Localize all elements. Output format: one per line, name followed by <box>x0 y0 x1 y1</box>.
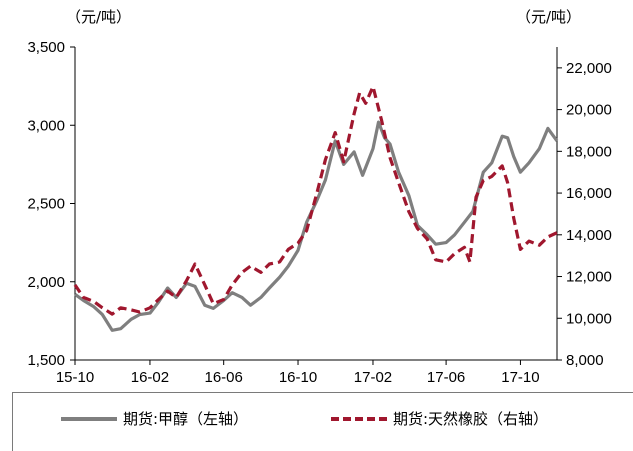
x-tick-label-1: 16-02 <box>131 369 169 386</box>
left-tick-label-2: 2,500 <box>27 196 65 213</box>
left-axis-unit: （元/吨） <box>66 8 132 26</box>
right-tick-label-6: 20,000 <box>566 102 612 119</box>
x-tick-label-3: 16-10 <box>279 369 317 386</box>
x-tick-label-2: 16-06 <box>204 369 242 386</box>
right-tick-label-1: 10,000 <box>566 310 612 327</box>
legend: 期货:甲醇（左轴） 期货:天然橡胶（右轴） <box>12 392 633 451</box>
x-tick-label-5: 17-06 <box>427 369 465 386</box>
series-line-rubber <box>73 85 558 316</box>
series-line-methanol <box>74 120 559 332</box>
x-tick-label-6: 17-10 <box>501 369 539 386</box>
right-tick-label-5: 18,000 <box>566 143 612 160</box>
legend-swatch-rubber <box>331 416 387 421</box>
right-tick-label-3: 14,000 <box>566 227 612 244</box>
right-tick-label-2: 12,000 <box>566 269 612 286</box>
left-tick-label-3: 3,000 <box>27 117 65 134</box>
left-tick-label-1: 2,000 <box>27 274 65 291</box>
right-tick-label-0: 8,000 <box>566 352 604 369</box>
x-tick-label-0: 15-10 <box>56 369 94 386</box>
legend-label-methanol: 期货:甲醇（左轴） <box>123 410 249 428</box>
right-tick-label-7: 22,000 <box>566 60 612 77</box>
left-tick-label-4: 3,500 <box>27 39 65 56</box>
legend-item-methanol: 期货:甲醇（左轴） <box>61 408 248 429</box>
legend-swatch-methanol <box>61 416 117 421</box>
left-tick-label-0: 1,500 <box>27 352 65 369</box>
legend-label-rubber: 期货:天然橡胶（右轴） <box>393 410 549 428</box>
right-tick-label-4: 16,000 <box>566 185 612 202</box>
dual-axis-line-chart: 1,500 2,000 2,500 3,000 3,500 8,000 10,000 12,0… <box>27 39 612 386</box>
legend-item-rubber: 期货:天然橡胶（右轴） <box>331 408 548 429</box>
right-axis-unit: （元/吨） <box>516 8 582 26</box>
x-tick-label-4: 17-02 <box>354 369 392 386</box>
